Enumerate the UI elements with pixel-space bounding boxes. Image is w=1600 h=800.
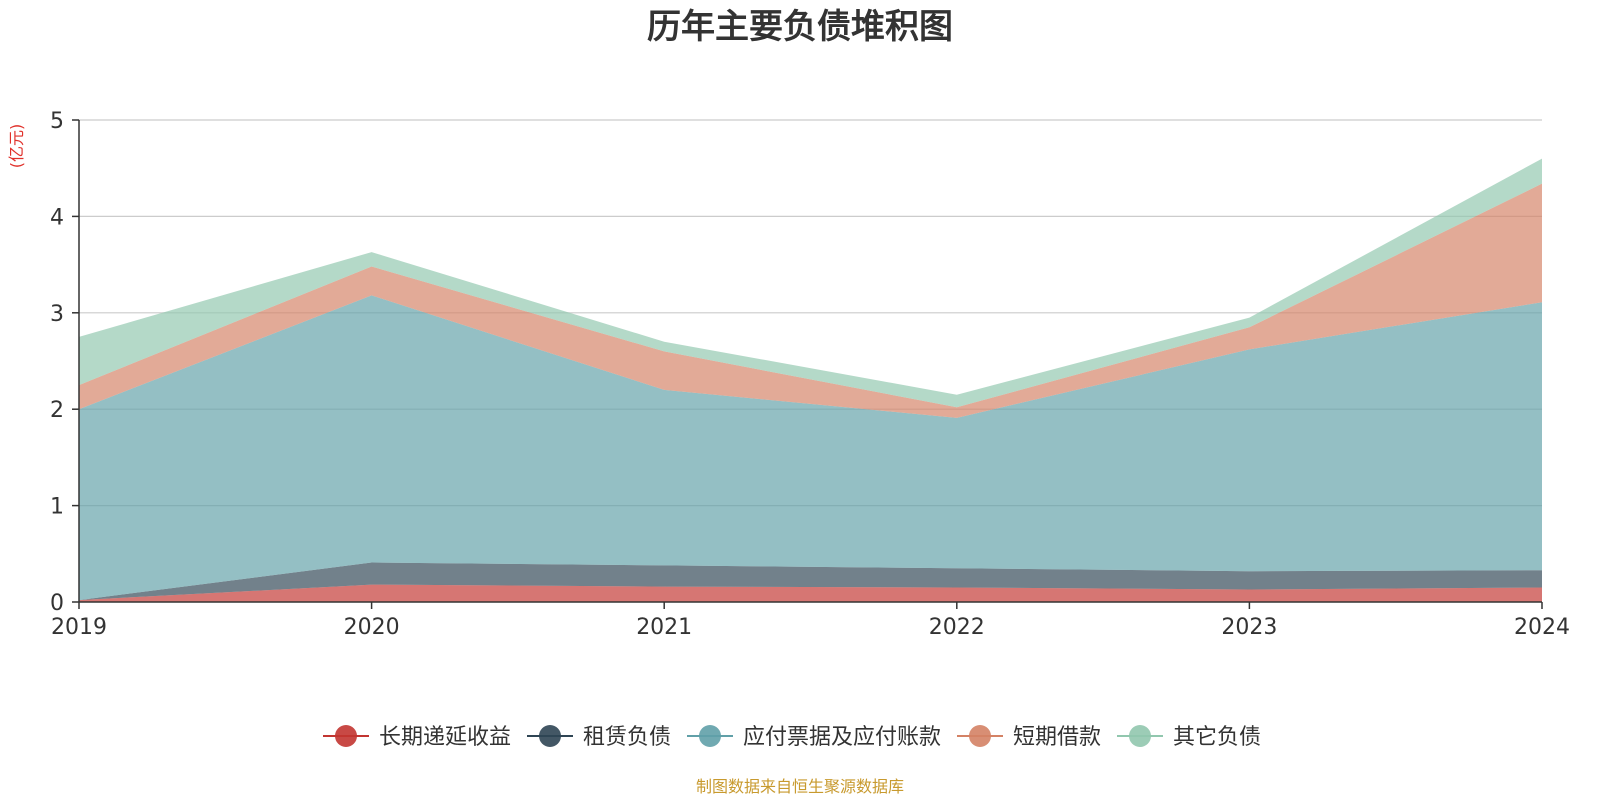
legend-label: 其它负债 (1173, 725, 1261, 750)
legend-circle-swatch (699, 725, 721, 747)
x-tick-label: 2020 (344, 615, 400, 640)
area-series-1 (79, 562, 1542, 601)
legend[interactable]: 长期递延收益 租赁负债 应付票据及应付账款 短期借款 其它负债 (323, 725, 1261, 750)
y-tick-label: 3 (50, 302, 64, 327)
legend-label: 短期借款 (1013, 725, 1101, 750)
chart-title: 历年主要负债堆积图 (647, 7, 953, 47)
x-tick-label: 2021 (636, 615, 692, 640)
area-series-2 (79, 295, 1542, 601)
legend-circle-swatch (969, 725, 991, 747)
y-axis-unit-label: (亿元) (7, 124, 26, 169)
x-tick-label: 2022 (929, 615, 985, 640)
x-tick-label: 2023 (1221, 615, 1277, 640)
legend-label: 应付票据及应付账款 (743, 725, 941, 750)
legend-item-2[interactable]: 应付票据及应付账款 (687, 725, 941, 750)
legend-circle-swatch (1129, 725, 1151, 747)
y-tick-label: 4 (50, 205, 64, 230)
legend-circle-swatch (335, 725, 357, 747)
area-series-layer (79, 158, 1542, 602)
legend-circle-swatch (539, 725, 561, 747)
y-tick-label: 1 (50, 495, 64, 520)
area-series-3 (79, 183, 1542, 418)
y-tick-label: 2 (50, 398, 64, 423)
legend-item-1[interactable]: 租赁负债 (527, 725, 671, 750)
x-tick-label: 2019 (51, 615, 107, 640)
x-tick-label: 2024 (1514, 615, 1570, 640)
data-source-note: 制图数据来自恒生聚源数据库 (696, 777, 904, 796)
legend-item-0[interactable]: 长期递延收益 (323, 725, 511, 750)
area-series-4 (79, 158, 1542, 408)
area-series-0 (79, 584, 1542, 602)
y-tick-label: 0 (50, 591, 64, 616)
y-tick-label: 5 (50, 109, 64, 134)
legend-label: 长期递延收益 (379, 725, 511, 750)
legend-item-4[interactable]: 其它负债 (1117, 725, 1261, 750)
legend-label: 租赁负债 (583, 725, 671, 750)
axes: 0 1 2 3 4 5 2019 2020 2021 2022 2023 2024 (50, 109, 1570, 640)
legend-item-3[interactable]: 短期借款 (957, 725, 1101, 750)
